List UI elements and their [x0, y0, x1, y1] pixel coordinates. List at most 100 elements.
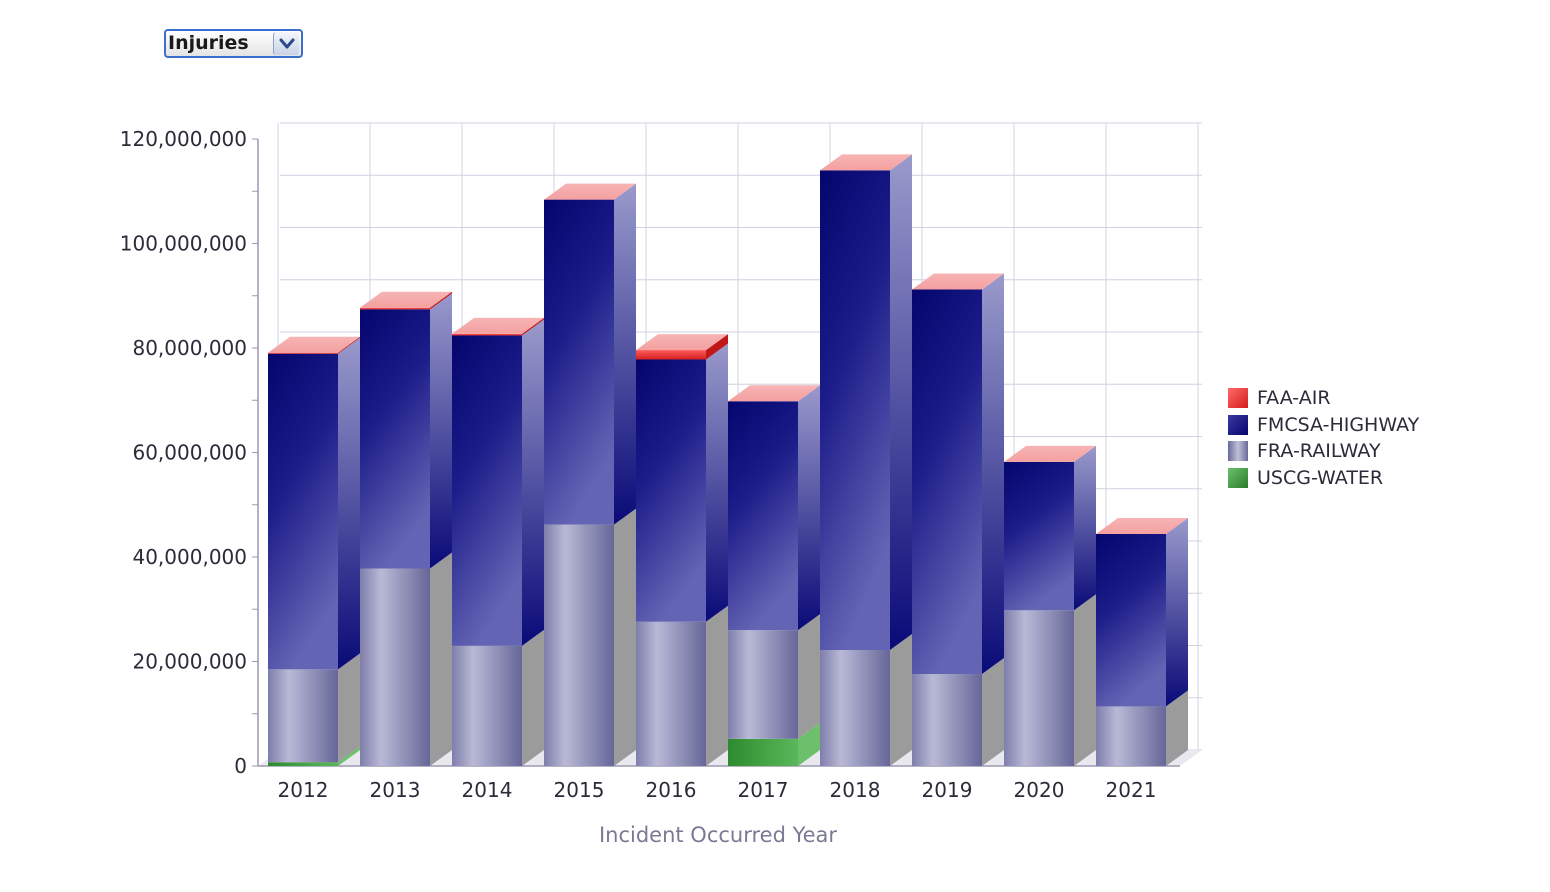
bar-side-faa-air: [430, 291, 452, 310]
bar-stack-2021: [1096, 518, 1188, 766]
bar-fmcsa-highway: [912, 289, 982, 675]
chevron-down-icon[interactable]: [273, 32, 299, 55]
y-tick-label: 0: [234, 754, 247, 778]
bar-side-fmcsa-highway: [798, 385, 820, 631]
bar-top-cap: [728, 385, 820, 402]
bar-fra-railway: [820, 650, 890, 766]
bar-side-fmcsa-highway: [890, 154, 912, 651]
legend-swatch: [1228, 467, 1248, 488]
bar-top-cap: [544, 183, 636, 200]
y-tick-label: 60,000,000: [132, 441, 247, 465]
legend-item-fmcsa-highway[interactable]: FMCSA-HIGHWAY: [1228, 412, 1419, 439]
bar-side-faa-air: [522, 317, 544, 336]
bar-top-cap: [268, 336, 360, 353]
x-tick-label: 2021: [1106, 778, 1157, 802]
bar-faa-air: [268, 352, 338, 354]
bar-fra-railway: [1096, 706, 1166, 766]
chart-legend: FAA-AIR FMCSA-HIGHWAY FRA-RAILWAY USCG-WATE…: [1228, 385, 1419, 491]
bar-side-fra-railway: [522, 629, 544, 766]
bar-fmcsa-highway: [728, 401, 798, 631]
bar-faa-air: [636, 350, 706, 360]
x-tick-label: 2019: [922, 778, 973, 802]
bar-top-cap: [452, 317, 544, 334]
bar-side-fra-railway: [1074, 594, 1096, 766]
bar-side-fmcsa-highway: [614, 183, 636, 525]
x-tick-label: 2020: [1014, 778, 1065, 802]
bar-fmcsa-highway: [452, 335, 522, 646]
bar-faa-air: [360, 307, 430, 310]
x-tick-label: 2014: [462, 778, 513, 802]
bar-stack-2017: [728, 385, 820, 766]
bar-top-cap: [1004, 445, 1096, 462]
bar-top-cap: [820, 154, 912, 171]
bar-uscg-water: [728, 738, 798, 766]
bar-side-uscg-water: [338, 746, 360, 766]
bar-fmcsa-highway: [544, 199, 614, 525]
y-tick-label: 120,000,000: [120, 127, 247, 151]
x-axis: 2012 2013 2014 2015 2016 2017 2018 2019 2020 2021: [278, 778, 1157, 802]
bar-side-fmcsa-highway: [430, 293, 452, 569]
bar-stack-2016: [636, 334, 728, 766]
bar-side-fmcsa-highway: [338, 337, 360, 670]
bar-fra-railway: [360, 568, 430, 766]
x-tick-label: 2018: [830, 778, 881, 802]
bar-side-fra-railway: [890, 634, 912, 766]
bar-top-cap: [1096, 518, 1188, 535]
bar-stack-2020: [1004, 445, 1096, 766]
bar-top-cap: [912, 273, 1004, 290]
x-tick-label: 2013: [370, 778, 421, 802]
bar-fra-railway: [268, 669, 338, 763]
legend-swatch: [1228, 414, 1248, 435]
legend-label: FRA-RAILWAY: [1257, 440, 1381, 463]
x-axis-title: Incident Occurred Year: [599, 823, 837, 847]
metric-dropdown[interactable]: Injuries: [164, 29, 303, 58]
bar-side-fra-railway: [706, 605, 728, 766]
bar-side-faa-air: [338, 336, 360, 354]
bar-stack-2019: [912, 273, 1004, 766]
legend-item-fra-railway[interactable]: FRA-RAILWAY: [1228, 438, 1419, 465]
bar-faa-air: [452, 333, 522, 336]
bar-side-fmcsa-highway: [1166, 518, 1188, 707]
y-tick-label: 100,000,000: [120, 232, 247, 256]
bar-side-fra-railway: [798, 614, 820, 739]
bar-side-fra-railway: [338, 653, 360, 763]
legend-label: FAA-AIR: [1257, 387, 1331, 410]
y-tick-label: 80,000,000: [132, 336, 247, 360]
bar-fmcsa-highway: [360, 309, 430, 569]
x-tick-label: 2012: [278, 778, 329, 802]
x-tick-label: 2017: [738, 778, 789, 802]
bar-fra-railway: [1004, 610, 1074, 766]
x-tick-label: 2016: [646, 778, 697, 802]
bar-stack-2013: [360, 291, 452, 766]
bar-fra-railway: [728, 630, 798, 739]
bar-side-fmcsa-highway: [522, 319, 544, 646]
bar-uscg-water: [268, 762, 338, 766]
bar-fmcsa-highway: [1004, 461, 1074, 611]
legend-item-uscg-water[interactable]: USCG-WATER: [1228, 465, 1419, 492]
bar-stack-2014: [452, 317, 544, 766]
bar-side-faa-air: [706, 334, 728, 360]
bar-side-fra-railway: [982, 658, 1004, 766]
bar-stack-2018: [820, 154, 912, 766]
bar-side-fra-railway: [614, 508, 636, 766]
legend-swatch: [1228, 388, 1248, 409]
y-tick-label: 40,000,000: [132, 545, 247, 569]
bar-stack-2012: [268, 336, 360, 766]
legend-swatch: [1228, 441, 1248, 462]
bar-fra-railway: [452, 645, 522, 766]
legend-item-faa-air[interactable]: FAA-AIR: [1228, 385, 1419, 412]
y-tick-label: 20,000,000: [132, 650, 247, 674]
metric-dropdown-value: Injuries: [168, 32, 249, 54]
bar-side-fra-railway: [1166, 690, 1188, 766]
bar-fra-railway: [636, 621, 706, 766]
bars: [268, 154, 1188, 766]
bar-side-uscg-water: [798, 722, 820, 766]
bar-top-cap: [360, 291, 452, 308]
bar-fra-railway: [912, 674, 982, 766]
bar-stack-2015: [544, 183, 636, 766]
bar-top-cap: [636, 334, 728, 351]
bar-fra-railway: [544, 524, 614, 766]
x-tick-label: 2015: [554, 778, 605, 802]
bar-fmcsa-highway: [636, 359, 706, 622]
